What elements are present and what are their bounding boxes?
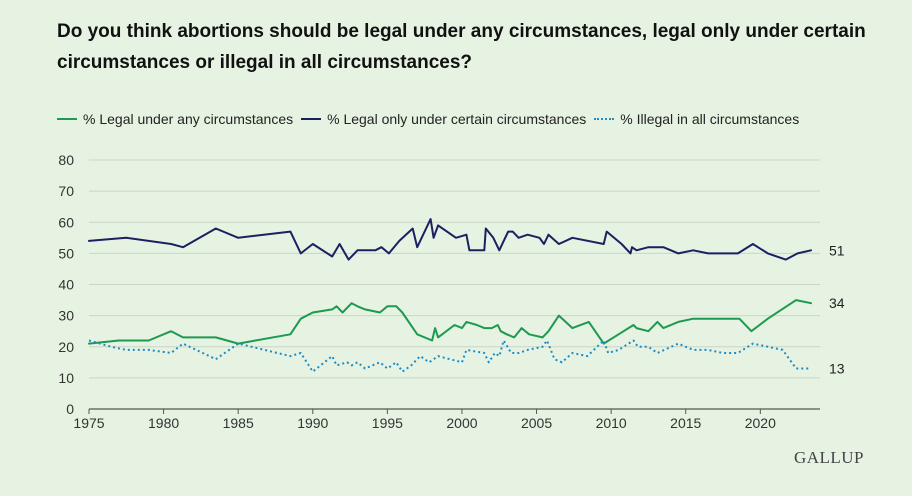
x-tick-label-1985: 1985: [223, 415, 254, 431]
legend-swatch-illegal-all: [594, 118, 615, 120]
x-tick-label-1975: 1975: [73, 415, 104, 431]
x-tick-label-2015: 2015: [670, 415, 701, 431]
legend-label-illegal-all: % Illegal in all circumstances: [620, 111, 800, 127]
y-tick-label-10: 10: [58, 370, 74, 386]
y-tick-label-20: 20: [58, 339, 74, 355]
x-tick-label-1980: 1980: [148, 415, 179, 431]
gallup-logo: GALLUP: [793, 448, 864, 467]
x-tick-label-2000: 2000: [446, 415, 477, 431]
y-tick-label-70: 70: [58, 183, 74, 199]
y-tick-label-30: 30: [58, 308, 74, 324]
y-tick-label-40: 40: [58, 277, 74, 293]
end-label-series-0: 34: [829, 295, 845, 311]
y-tick-label-60: 60: [58, 214, 74, 230]
legend-label-legal-any: % Legal under any circumstances: [83, 111, 294, 127]
legend-swatch-legal-any: [57, 118, 77, 120]
legend-item-legal-any: % Legal under any circumstances: [57, 111, 293, 127]
y-tick-label-0: 0: [66, 401, 74, 417]
legend-item-legal-certain: % Legal only under certain circumstances: [301, 111, 586, 127]
legend-label-legal-certain: % Legal only under certain circumstances: [327, 111, 587, 127]
x-tick-label-1990: 1990: [297, 415, 328, 431]
end-label-series-2: 13: [829, 361, 845, 377]
legend-item-illegal-all: % Illegal in all circumstances: [594, 111, 799, 127]
x-tick-label-2005: 2005: [521, 415, 552, 431]
series-line-0: [88, 299, 812, 345]
x-tick-label-1995: 1995: [372, 415, 403, 431]
chart-title: Do you think abortions should be legal u…: [57, 21, 866, 73]
x-tick-label-2020: 2020: [745, 415, 776, 431]
end-label-series-1: 51: [829, 242, 845, 258]
x-tick-label-2010: 2010: [596, 415, 627, 431]
legend-swatch-legal-certain: [301, 118, 322, 120]
series-line-2: [88, 339, 811, 373]
series-line-1: [88, 218, 812, 261]
legend: % Legal under any circumstances % Legal …: [57, 111, 807, 127]
y-tick-label-50: 50: [58, 245, 74, 261]
y-tick-label-80: 80: [58, 152, 74, 168]
